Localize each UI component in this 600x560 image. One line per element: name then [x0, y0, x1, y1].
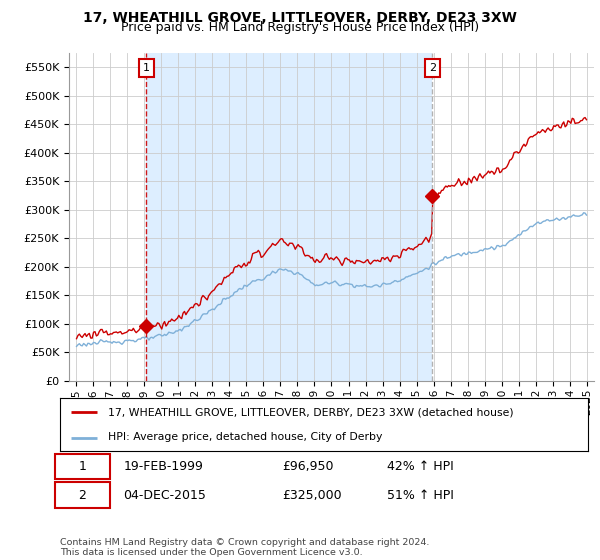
Text: 1: 1 [143, 63, 150, 73]
Text: 19-FEB-1999: 19-FEB-1999 [124, 460, 203, 473]
Text: 42% ↑ HPI: 42% ↑ HPI [388, 460, 454, 473]
FancyBboxPatch shape [55, 454, 110, 479]
Text: £96,950: £96,950 [282, 460, 333, 473]
Text: Contains HM Land Registry data © Crown copyright and database right 2024.
This d: Contains HM Land Registry data © Crown c… [60, 538, 430, 557]
Text: 1: 1 [79, 460, 86, 473]
Text: HPI: Average price, detached house, City of Derby: HPI: Average price, detached house, City… [107, 432, 382, 442]
Text: 2: 2 [429, 63, 436, 73]
Text: £325,000: £325,000 [282, 488, 341, 502]
Text: 2: 2 [79, 488, 86, 502]
Text: 17, WHEATHILL GROVE, LITTLEOVER, DERBY, DE23 3XW: 17, WHEATHILL GROVE, LITTLEOVER, DERBY, … [83, 11, 517, 25]
FancyBboxPatch shape [55, 482, 110, 508]
Text: Price paid vs. HM Land Registry's House Price Index (HPI): Price paid vs. HM Land Registry's House … [121, 21, 479, 34]
Text: 04-DEC-2015: 04-DEC-2015 [124, 488, 206, 502]
Bar [146, 53, 433, 381]
Text: 17, WHEATHILL GROVE, LITTLEOVER, DERBY, DE23 3XW (detached house): 17, WHEATHILL GROVE, LITTLEOVER, DERBY, … [107, 408, 513, 418]
Text: 51% ↑ HPI: 51% ↑ HPI [388, 488, 454, 502]
